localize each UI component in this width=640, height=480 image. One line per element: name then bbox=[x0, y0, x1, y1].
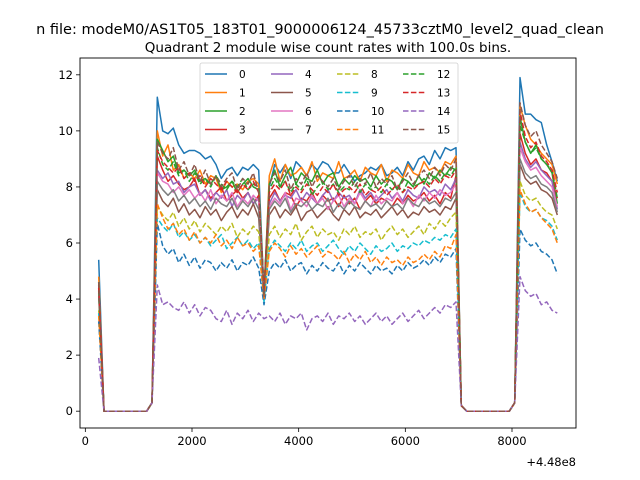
x-tick-label: 2000 bbox=[177, 434, 206, 448]
legend-label-1: 1 bbox=[239, 88, 246, 100]
y-tick-label: 12 bbox=[58, 68, 73, 82]
legend-label-10: 10 bbox=[371, 106, 384, 118]
y-tick-label: 8 bbox=[66, 180, 73, 194]
legend-label-4: 4 bbox=[305, 69, 312, 81]
legend-label-6: 6 bbox=[305, 106, 312, 118]
legend-label-13: 13 bbox=[437, 88, 450, 100]
chart-title: Quadrant 2 module wise count rates with … bbox=[145, 40, 511, 56]
legend-label-15: 15 bbox=[437, 125, 450, 137]
y-tick-label: 6 bbox=[66, 236, 73, 250]
y-tick-label: 4 bbox=[66, 292, 73, 306]
legend-label-12: 12 bbox=[437, 69, 450, 81]
legend-label-8: 8 bbox=[371, 69, 378, 81]
series-line-15 bbox=[97, 102, 559, 412]
series-line-11 bbox=[97, 188, 559, 412]
figure-suptitle: n file: modeM0/AS1T05_183T01_9000006124_… bbox=[36, 22, 604, 38]
y-tick-label: 0 bbox=[66, 404, 73, 418]
x-tick-label: 8000 bbox=[497, 434, 526, 448]
series-line-10 bbox=[97, 222, 559, 412]
x-tick-label: 0 bbox=[82, 434, 89, 448]
x-axis-offset-label: +4.48e8 bbox=[526, 455, 576, 469]
legend-box bbox=[199, 62, 459, 144]
legend-label-2: 2 bbox=[239, 106, 246, 118]
legend-label-9: 9 bbox=[371, 88, 378, 100]
legend-label-7: 7 bbox=[305, 125, 312, 137]
y-axis: 0 2 4 6 8 10 12 bbox=[58, 68, 80, 418]
series-line-12 bbox=[97, 124, 559, 412]
legend-label-3: 3 bbox=[239, 125, 246, 137]
x-tick-label: 4000 bbox=[284, 434, 313, 448]
legend-label-11: 11 bbox=[371, 125, 384, 137]
y-tick-label: 10 bbox=[58, 124, 73, 138]
legend-label-5: 5 bbox=[305, 88, 312, 100]
legend-label-14: 14 bbox=[437, 106, 451, 118]
series-layer bbox=[97, 76, 559, 412]
x-tick-label: 6000 bbox=[391, 434, 420, 448]
x-axis: 0 2000 4000 6000 8000 bbox=[82, 428, 527, 448]
series-line-13 bbox=[97, 110, 559, 412]
y-tick-label: 2 bbox=[66, 348, 73, 362]
legend-label-0: 0 bbox=[239, 69, 246, 81]
